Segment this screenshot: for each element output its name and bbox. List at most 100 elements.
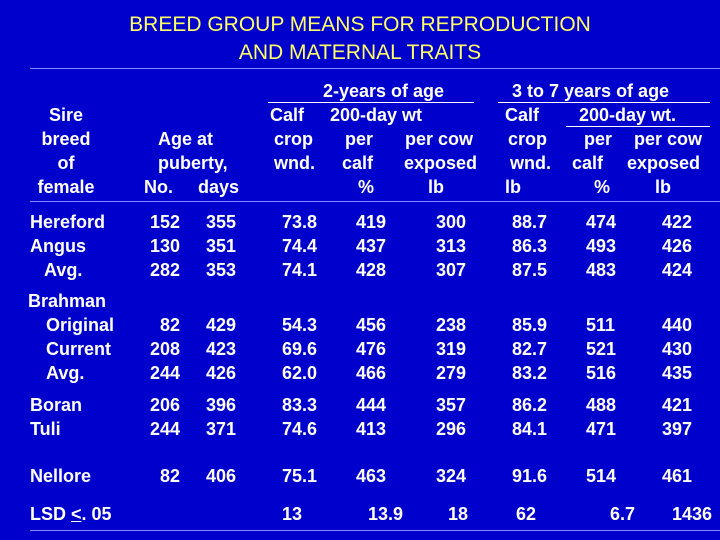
cell-g1-per-calf: 437	[356, 236, 387, 256]
row-label: Brahman	[28, 291, 107, 311]
header-3-to-7-years-of-age: 3 to 7 years of age	[512, 81, 670, 101]
cell-days: 426	[206, 363, 237, 383]
header-g1-per-cow: per cow	[405, 129, 474, 149]
cell-days: 406	[206, 466, 237, 486]
cell-g1-per-cow: 307	[436, 260, 467, 280]
lsd-g1-calf-crop: 13	[282, 504, 303, 524]
cell-g2-per-cow: 435	[662, 363, 693, 383]
row-label: Hereford	[30, 212, 106, 232]
row-label: Original	[46, 315, 115, 335]
header-puberty: puberty,	[158, 153, 228, 173]
top-divider	[30, 68, 720, 69]
cell-g2-per-cow: 421	[662, 395, 693, 415]
row-label: Current	[46, 339, 112, 359]
cell-g2-per-calf: 493	[586, 236, 617, 256]
header-of: of	[57, 153, 75, 173]
row-label: Avg.	[46, 363, 85, 383]
cell-no: 244	[149, 363, 180, 383]
bottom-divider	[30, 530, 720, 531]
group1-underline	[268, 102, 474, 103]
cell-g2-calf-crop: 91.6	[512, 466, 548, 486]
cell-no: 206	[149, 395, 180, 415]
cell-g1-per-cow: 300	[436, 212, 467, 232]
row-label: Avg.	[44, 260, 83, 280]
cell-g1-per-calf: 444	[356, 395, 387, 415]
header-g2-per: per	[584, 129, 613, 149]
header-g1-percent: %	[358, 177, 375, 197]
lsd-g2-per-calf: 6.7	[610, 504, 636, 524]
cell-g2-per-calf: 514	[586, 466, 617, 486]
header-g2-crop: crop	[508, 129, 548, 149]
cell-g2-calf-crop: 88.7	[512, 212, 548, 232]
lsd-value: . 05	[81, 504, 112, 524]
lsd-prefix: LSD	[30, 504, 72, 524]
page-title-line-1: BREED GROUP MEANS FOR REPRODUCTION	[129, 13, 591, 36]
lsd-g1-per-calf: 13.9	[368, 504, 404, 524]
cell-g1-calf-crop: 75.1	[282, 466, 318, 486]
cell-g1-per-calf: 476	[356, 339, 387, 359]
cell-no: 244	[149, 419, 180, 439]
lsd-less-than: <	[71, 504, 82, 524]
cell-days: 429	[206, 315, 237, 335]
header-breed: breed	[41, 129, 91, 149]
row-label: Boran	[30, 395, 83, 415]
cell-no: 152	[149, 212, 180, 232]
lsd-g2-per-cow: 1436	[672, 504, 713, 524]
cell-g2-per-calf: 471	[586, 419, 617, 439]
cell-g2-per-cow: 397	[662, 419, 693, 439]
row-label: Nellore	[30, 466, 92, 486]
header-days: days	[198, 177, 240, 197]
lsd-g1-per-cow: 18	[448, 504, 469, 524]
cell-g2-calf-crop: 86.2	[512, 395, 548, 415]
header-g1-200-day-wt: 200-day wt	[330, 105, 423, 125]
cell-days: 396	[206, 395, 237, 415]
cell-g2-per-calf: 488	[586, 395, 617, 415]
header-g2-per-cow: per cow	[634, 129, 703, 149]
cell-g1-per-calf: 419	[356, 212, 387, 232]
cell-g2-per-cow: 461	[662, 466, 693, 486]
header-g1-calf: Calf	[270, 105, 305, 125]
cell-g2-calf-crop: 82.7	[512, 339, 548, 359]
cell-g1-calf-crop: 74.1	[282, 260, 318, 280]
cell-g1-calf-crop: 74.4	[282, 236, 318, 256]
cell-g1-per-cow: 296	[436, 419, 467, 439]
header-g1-calf2: calf	[342, 153, 374, 173]
header-divider	[30, 201, 720, 202]
row-label: Tuli	[30, 419, 61, 439]
cell-g1-calf-crop: 69.6	[282, 339, 318, 359]
cell-g1-calf-crop: 54.3	[282, 315, 318, 335]
cell-days: 423	[206, 339, 237, 359]
cell-g1-per-cow: 313	[436, 236, 467, 256]
cell-g2-per-cow: 422	[662, 212, 693, 232]
header-g2-lb: lb	[655, 177, 671, 197]
cell-g2-calf-crop: 86.3	[512, 236, 548, 256]
cell-g2-calf-crop: 84.1	[512, 419, 548, 439]
cell-g1-per-cow: 357	[436, 395, 467, 415]
header-g2-calf2: calf	[572, 153, 604, 173]
cell-g2-per-calf: 474	[586, 212, 617, 232]
header-no: No.	[144, 177, 173, 197]
cell-g2-calf-crop: 85.9	[512, 315, 548, 335]
header-g1-exposed: exposed	[404, 153, 478, 173]
cell-g1-per-calf: 428	[356, 260, 387, 280]
row-label: Angus	[30, 236, 86, 256]
cell-days: 355	[206, 212, 237, 232]
cell-g2-per-calf: 516	[586, 363, 617, 383]
cell-g2-per-cow: 426	[662, 236, 693, 256]
cell-no: 130	[149, 236, 180, 256]
header-2-years-of-age: 2-years of age	[323, 81, 445, 101]
lsd-label: LSD <. 05	[30, 503, 112, 525]
cell-days: 353	[206, 260, 237, 280]
lsd-g2-calf-crop: 62	[516, 504, 537, 524]
cell-g1-per-cow: 319	[436, 339, 467, 359]
cell-g1-per-cow: 238	[436, 315, 467, 335]
cell-g1-calf-crop: 62.0	[282, 363, 318, 383]
header-g2-wnd: wnd.	[510, 153, 551, 173]
cell-g1-per-cow: 279	[436, 363, 467, 383]
header-g2-calf: Calf	[505, 105, 540, 125]
cell-no: 208	[149, 339, 180, 359]
cell-g1-calf-crop: 74.6	[282, 419, 318, 439]
header-g2-200-day-wt: 200-day wt.	[579, 105, 677, 125]
group2-underline	[498, 102, 710, 103]
cell-no: 82	[159, 315, 180, 335]
